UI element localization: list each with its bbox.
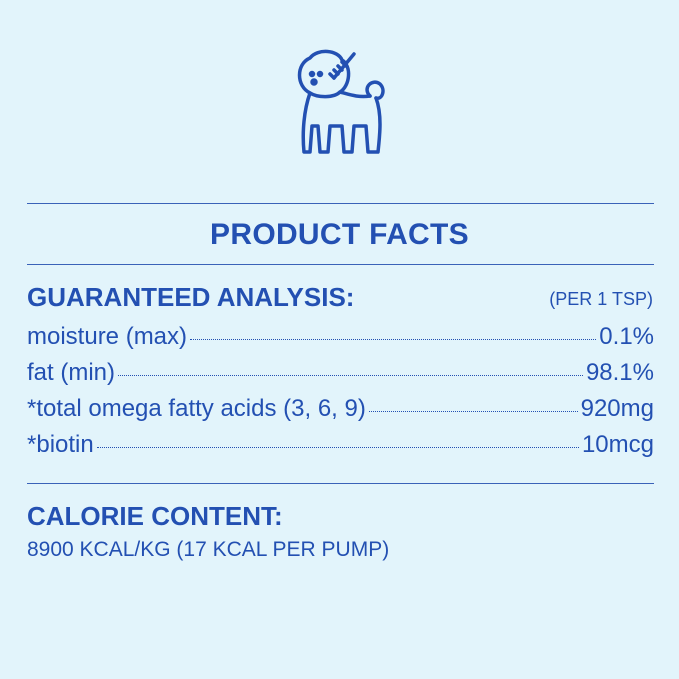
page-title: PRODUCT FACTS	[210, 218, 469, 251]
analysis-row: moisture (max) 0.1%	[27, 323, 654, 351]
dot-leader	[96, 447, 579, 448]
row-label: fat (min)	[27, 359, 116, 386]
row-value: 98.1%	[585, 359, 654, 386]
row-label: moisture (max)	[27, 323, 188, 350]
row-value: 0.1%	[599, 323, 654, 350]
row-label: *total omega fatty acids (3, 6, 9)	[27, 395, 366, 422]
calorie-heading: CALORIE CONTENT:	[27, 501, 283, 531]
row-value: 920mg	[580, 395, 654, 422]
analysis-row: *biotin 10mcg	[27, 431, 654, 459]
dot-leader	[368, 411, 578, 412]
divider	[27, 264, 654, 265]
row-label: *biotin	[27, 431, 94, 458]
row-value: 10mcg	[581, 431, 654, 458]
dot-leader	[190, 339, 597, 340]
calorie-value: 8900 KCAL/KG (17 KCAL PER PUMP)	[27, 538, 390, 561]
divider	[27, 203, 654, 204]
serving-size: (PER 1 TSP)	[549, 289, 653, 309]
dog-with-brush-icon	[297, 49, 385, 154]
analysis-row: fat (min) 98.1%	[27, 359, 654, 387]
analysis-row: *total omega fatty acids (3, 6, 9) 920mg	[27, 395, 654, 423]
dot-leader	[118, 375, 583, 376]
divider	[27, 483, 654, 484]
analysis-heading: GUARANTEED ANALYSIS:	[27, 282, 355, 312]
